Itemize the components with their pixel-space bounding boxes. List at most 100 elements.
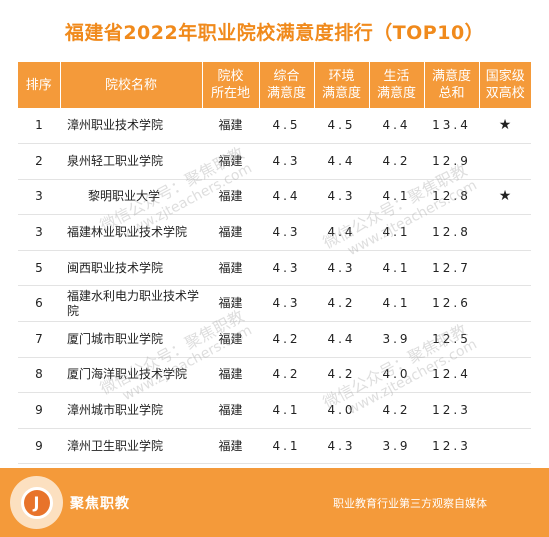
cell-overall: 4.2 xyxy=(259,321,314,358)
table-row: 9 漳州卫生职业学院 福建 4.1 4.3 3.9 12.3 xyxy=(18,428,531,465)
cell-total: 12.9 xyxy=(424,143,479,180)
cell-overall: 4.2 xyxy=(259,357,314,394)
page-title: 福建省2022年职业院校满意度排行（TOP10） xyxy=(64,21,485,44)
cell-life: 3.9 xyxy=(369,428,424,465)
cell-life: 4.2 xyxy=(369,392,424,429)
cell-overall: 4.5 xyxy=(259,108,314,145)
cell-total: 12.3 xyxy=(424,392,479,429)
cell-dual xyxy=(479,143,531,180)
cell-env: 4.3 xyxy=(314,250,369,287)
header-overall: 综合 满意度 xyxy=(259,62,315,108)
cell-location: 福建 xyxy=(202,143,259,180)
cell-name: 黎明职业大学 xyxy=(60,179,202,216)
cell-life: 4.1 xyxy=(369,285,424,323)
cell-dual xyxy=(479,321,531,358)
cell-env: 4.2 xyxy=(314,285,369,323)
cell-life: 4.1 xyxy=(369,250,424,287)
cell-rank: 2 xyxy=(18,143,60,180)
cell-env: 4.0 xyxy=(314,392,369,429)
header-location: 院校 所在地 xyxy=(202,62,260,108)
brand-tagline: 职业教育行业第三方观察自媒体 xyxy=(333,496,487,510)
cell-name: 福建林业职业技术学院 xyxy=(60,214,202,251)
cell-location: 福建 xyxy=(202,392,259,429)
brand-name: 聚焦职教 xyxy=(70,495,130,512)
cell-total: 12.8 xyxy=(424,179,479,216)
header-name: 院校名称 xyxy=(60,62,203,108)
cell-life: 4.1 xyxy=(369,179,424,216)
header-total: 满意度 总和 xyxy=(424,62,480,108)
cell-location: 福建 xyxy=(202,179,259,216)
cell-total: 12.6 xyxy=(424,285,479,323)
cell-dual xyxy=(479,357,531,394)
cell-rank: 6 xyxy=(18,285,60,323)
cell-location: 福建 xyxy=(202,214,259,251)
cell-location: 福建 xyxy=(202,250,259,287)
cell-rank: 3 xyxy=(18,179,60,216)
cell-life: 4.0 xyxy=(369,357,424,394)
table-row: 8 厦门海洋职业技术学院 福建 4.2 4.2 4.0 12.4 xyxy=(18,357,531,394)
table-header-row: 排序 院校名称 院校 所在地 综合 满意度 环境 满意度 生活 满意度 满意度 总和 国家… xyxy=(18,62,531,108)
cell-env: 4.4 xyxy=(314,143,369,180)
cell-name: 厦门海洋职业技术学院 xyxy=(60,357,202,394)
cell-location: 福建 xyxy=(202,285,259,323)
cell-dual xyxy=(479,285,531,323)
cell-rank: 3 xyxy=(18,214,60,251)
cell-env: 4.5 xyxy=(314,108,369,145)
table-row: 9 漳州城市职业学院 福建 4.1 4.0 4.2 12.3 xyxy=(18,392,531,429)
table-row: 7 厦门城市职业学院 福建 4.2 4.4 3.9 12.5 xyxy=(18,321,531,358)
logo-letter: J xyxy=(20,486,53,519)
cell-location: 福建 xyxy=(202,428,259,465)
cell-location: 福建 xyxy=(202,357,259,394)
cell-overall: 4.3 xyxy=(259,285,314,323)
cell-dual-star-icon: ★ xyxy=(479,108,531,145)
table-row: 1 漳州职业技术学院 福建 4.5 4.5 4.4 13.4 ★ xyxy=(18,108,531,145)
table-row: 5 闽西职业技术学院 福建 4.3 4.3 4.1 12.7 xyxy=(18,250,531,287)
cell-name: 福建水利电力职业技术学院 xyxy=(60,285,202,323)
cell-env: 4.2 xyxy=(314,357,369,394)
cell-total: 13.4 xyxy=(424,108,479,145)
ranking-table: 排序 院校名称 院校 所在地 综合 满意度 环境 满意度 生活 满意度 满意度 总和 国家… xyxy=(18,62,531,465)
cell-name: 漳州城市职业学院 xyxy=(60,392,202,429)
header-life: 生活 满意度 xyxy=(369,62,425,108)
cell-rank: 9 xyxy=(18,428,60,465)
table-row: 3 福建林业职业技术学院 福建 4.3 4.4 4.1 12.8 xyxy=(18,214,531,251)
cell-env: 4.3 xyxy=(314,428,369,465)
cell-total: 12.5 xyxy=(424,321,479,358)
cell-overall: 4.3 xyxy=(259,250,314,287)
brand-logo-icon: J xyxy=(10,476,63,529)
cell-rank: 7 xyxy=(18,321,60,358)
cell-overall: 4.1 xyxy=(259,428,314,465)
cell-life: 3.9 xyxy=(369,321,424,358)
cell-overall: 4.4 xyxy=(259,179,314,216)
cell-life: 4.1 xyxy=(369,214,424,251)
cell-name: 厦门城市职业学院 xyxy=(60,321,202,358)
cell-name: 漳州卫生职业学院 xyxy=(60,428,202,465)
cell-dual xyxy=(479,392,531,429)
header-env: 环境 满意度 xyxy=(314,62,370,108)
cell-dual-star-icon: ★ xyxy=(479,179,531,216)
table-row: 3 黎明职业大学 福建 4.4 4.3 4.1 12.8 ★ xyxy=(18,179,531,216)
cell-life: 4.4 xyxy=(369,108,424,145)
footer-bar: J 聚焦职教 职业教育行业第三方观察自媒体 xyxy=(0,468,549,537)
cell-overall: 4.3 xyxy=(259,214,314,251)
cell-life: 4.2 xyxy=(369,143,424,180)
cell-rank: 1 xyxy=(18,108,60,145)
cell-location: 福建 xyxy=(202,108,259,145)
cell-name: 漳州职业技术学院 xyxy=(60,108,202,145)
cell-name: 泉州轻工职业学院 xyxy=(60,143,202,180)
cell-total: 12.7 xyxy=(424,250,479,287)
cell-location: 福建 xyxy=(202,321,259,358)
cell-total: 12.8 xyxy=(424,214,479,251)
cell-overall: 4.1 xyxy=(259,392,314,429)
cell-dual xyxy=(479,214,531,251)
cell-total: 12.4 xyxy=(424,357,479,394)
header-rank: 排序 xyxy=(18,62,61,108)
cell-rank: 9 xyxy=(18,392,60,429)
cell-dual xyxy=(479,428,531,465)
cell-env: 4.4 xyxy=(314,321,369,358)
cell-dual xyxy=(479,250,531,287)
table-row: 2 泉州轻工职业学院 福建 4.3 4.4 4.2 12.9 xyxy=(18,143,531,180)
cell-rank: 5 xyxy=(18,250,60,287)
cell-env: 4.3 xyxy=(314,179,369,216)
cell-name: 闽西职业技术学院 xyxy=(60,250,202,287)
